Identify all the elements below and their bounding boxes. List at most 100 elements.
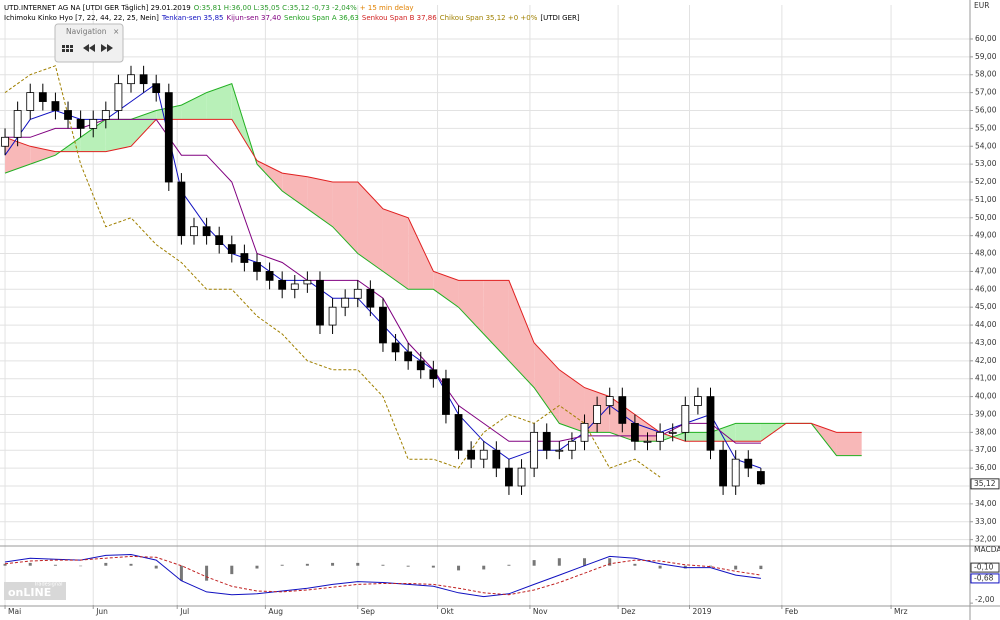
indicator-legend: Tenkan-sen 35,85 — [161, 14, 224, 22]
close-icon[interactable]: × — [113, 27, 119, 36]
x-tick-label: Jul — [179, 607, 189, 616]
macd-histogram-bar — [280, 564, 284, 566]
forward-icon[interactable] — [101, 44, 113, 52]
candle-body — [127, 74, 135, 85]
y-tick-label: 32,00 — [975, 535, 997, 544]
title-part: + 15 min delay — [360, 4, 414, 12]
candle-body — [429, 369, 438, 380]
logo-box — [4, 582, 66, 600]
cloud-segment — [307, 176, 333, 227]
macd-histogram-bar — [633, 563, 637, 566]
grid-icon[interactable] — [62, 45, 73, 52]
candle-body — [580, 423, 589, 442]
candle-body — [379, 306, 387, 344]
candle-body — [505, 467, 513, 487]
y-tick-label: 41,00 — [975, 374, 997, 383]
cloud-segment — [357, 182, 383, 272]
candle-body — [593, 405, 602, 424]
y-tick-label: -2,00 — [975, 595, 995, 604]
macd-histogram-bar — [658, 565, 662, 569]
candle-body — [278, 279, 287, 290]
candle-body — [265, 271, 274, 281]
x-tick-label: Sep — [361, 607, 375, 616]
macd-histogram-bar — [507, 564, 511, 566]
y-tick-label: 39,00 — [975, 409, 997, 418]
macd-histogram-bar — [154, 565, 158, 569]
y-tick-label: 57,00 — [975, 88, 997, 97]
y-tick-label: 52,00 — [975, 177, 997, 186]
macd-histogram-bar — [759, 565, 763, 570]
y-tick-label: 49,00 — [975, 231, 997, 240]
candle-body — [303, 279, 312, 285]
candle-body — [454, 414, 463, 451]
currency: EUR — [974, 1, 989, 10]
logo: Tradesignal onLINE — [4, 582, 66, 600]
logo-small: Tradesignal — [33, 582, 62, 588]
candle-body — [631, 423, 639, 442]
macd-histogram-bar — [457, 565, 461, 571]
candle-body — [89, 119, 98, 129]
candle-body — [479, 449, 488, 460]
navigation-label: Navigation — [66, 27, 107, 36]
cloud-segment — [382, 208, 409, 290]
candle-body — [253, 262, 261, 272]
candle-body — [13, 110, 22, 138]
candle-body — [101, 110, 110, 120]
macd-histogram-bar — [331, 562, 335, 566]
current-value-box — [970, 573, 1000, 584]
candle-body — [719, 449, 727, 487]
candle-body — [668, 431, 677, 434]
navigation-widget[interactable]: Navigation × — [54, 23, 124, 63]
x-tick-label: Mrz — [894, 607, 908, 616]
last-price-label: 35,12 — [974, 479, 996, 488]
candle-body — [190, 226, 198, 237]
y-tick-label: 44,00 — [975, 320, 997, 329]
candle-body — [542, 431, 551, 451]
y-tick-label: 40,00 — [975, 392, 997, 401]
title-part: UTD.INTERNET AG NA [UTDI GER Täglich] 29… — [4, 4, 191, 12]
macd-histogram-bar — [532, 560, 536, 566]
candle-body — [177, 181, 186, 237]
cloud-segment — [256, 160, 283, 191]
back-icon[interactable] — [83, 44, 95, 52]
macd-histogram-bar — [557, 558, 561, 566]
candle-body — [467, 449, 476, 460]
macd-histogram-bar — [129, 563, 133, 566]
candle-body — [139, 74, 148, 85]
current-value-label: -0,10 — [974, 563, 994, 572]
indicator-legend: Chikou Span 35,12 +0 +0% — [440, 14, 538, 22]
indicator-legend: Senkou Span B 37,86 — [362, 14, 437, 22]
y-tick-label: 33,00 — [975, 517, 997, 526]
y-tick-label: 42,00 — [975, 356, 997, 365]
y-tick-label: 37,00 — [975, 445, 997, 454]
indicator-legend: [UTDI GER] — [540, 14, 580, 22]
last-price-box — [970, 478, 1000, 490]
macd-histogram-bar — [305, 563, 309, 566]
candle-body — [51, 101, 60, 111]
y-tick-label: 45,00 — [975, 302, 997, 311]
macd-histogram-bar — [431, 565, 435, 568]
candle-body — [555, 449, 564, 452]
candle-body — [605, 396, 614, 406]
y-tick-label: 54,00 — [975, 141, 997, 150]
candle-body — [64, 110, 72, 120]
cloud-segment — [332, 182, 358, 254]
macd-histogram-bar — [28, 562, 32, 566]
y-tick-label: 51,00 — [975, 195, 997, 204]
x-tick-label: Nov — [533, 607, 548, 616]
candle-body — [328, 306, 337, 326]
candle-body — [114, 83, 123, 111]
cloud-segment — [735, 423, 761, 442]
x-tick-label: Jun — [95, 607, 108, 616]
y-tick-label: 34,00 — [975, 499, 997, 508]
y-tick-label: 47,00 — [975, 266, 997, 275]
x-tick-label: Aug — [268, 607, 283, 616]
candle-body — [492, 449, 501, 469]
candle-body — [316, 279, 324, 326]
title-part: O:35,81 H:36,00 L:35,05 C:35,12 -0,73 -2… — [194, 4, 357, 12]
macd-histogram-bar — [583, 558, 587, 566]
x-tick-label: Feb — [785, 607, 799, 616]
indicator-legend: Senkou Span A 36,63 — [284, 14, 359, 22]
